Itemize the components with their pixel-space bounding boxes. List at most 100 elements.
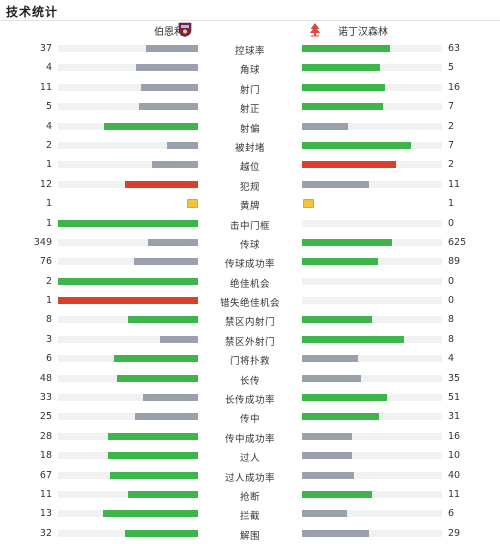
stat-row: 37 控球率 63 — [0, 40, 500, 59]
away-bar-track — [302, 374, 442, 382]
home-bar — [114, 355, 198, 363]
away-bar — [302, 45, 391, 52]
home-value: 1 — [45, 295, 52, 307]
home-value: 4 — [45, 62, 52, 74]
stat-label: 传中 — [239, 414, 260, 426]
home-bar — [136, 64, 198, 72]
home-bar — [58, 277, 198, 285]
home-team-name[interactable]: 伯恩利 — [154, 27, 184, 38]
stat-label: 解围 — [239, 530, 260, 542]
away-bar-track — [302, 238, 442, 246]
home-bar-track — [58, 335, 198, 343]
home-bar-track — [58, 122, 198, 130]
away-value: 1 — [448, 198, 455, 210]
stat-label: 击中门框 — [229, 220, 270, 232]
home-bar — [160, 335, 198, 343]
stat-row: 1 黄牌 1 — [0, 195, 500, 214]
stat-label: 长传成功率 — [224, 395, 275, 407]
home-bar — [58, 297, 198, 305]
home-bar — [139, 103, 198, 111]
stat-row: 11 射门 16 — [0, 79, 500, 98]
away-bar-track — [302, 432, 442, 440]
away-team-name[interactable]: 诺丁汉森林 — [338, 27, 388, 38]
home-value: 3 — [45, 333, 52, 345]
home-bar — [147, 238, 198, 246]
home-value: 6 — [45, 353, 52, 365]
stat-row: 76 传球成功率 89 — [0, 253, 500, 272]
home-bar-track — [58, 180, 198, 188]
stat-row: 8 禁区内射门 8 — [0, 311, 500, 330]
away-bar — [302, 529, 370, 537]
home-value: 25 — [39, 411, 52, 423]
stat-label: 拦截 — [239, 511, 260, 523]
forest-tree-icon[interactable] — [308, 22, 322, 37]
stat-label: 被封堵 — [234, 142, 265, 154]
stat-row: 67 过人成功率 40 — [0, 467, 500, 486]
stat-row: 2 绝佳机会 0 — [0, 273, 500, 292]
away-bar — [302, 238, 392, 246]
home-bar-track — [58, 258, 198, 266]
stat-label: 射门 — [239, 84, 260, 96]
away-bar — [302, 335, 405, 343]
stat-row: 28 传中成功率 16 — [0, 428, 500, 447]
away-value: 89 — [448, 256, 461, 268]
away-bar-track — [302, 452, 442, 460]
stat-label: 角球 — [239, 65, 260, 77]
stat-label: 长传 — [239, 375, 260, 387]
away-value: 51 — [448, 392, 461, 404]
stat-row: 1 击中门框 0 — [0, 215, 500, 234]
away-bar — [302, 394, 388, 402]
stat-row: 13 拦截 6 — [0, 505, 500, 524]
stat-label: 越位 — [239, 162, 260, 174]
away-bar — [302, 64, 381, 72]
away-bar-track — [302, 45, 442, 52]
away-bar-track — [302, 510, 442, 518]
home-bar — [102, 510, 198, 518]
burnley-crest-icon[interactable] — [178, 22, 192, 37]
away-bar-track — [302, 161, 442, 169]
away-bar — [302, 258, 378, 266]
title-divider — [0, 20, 500, 21]
stat-label: 过人 — [239, 453, 260, 465]
stat-row: 2 被封堵 7 — [0, 137, 500, 156]
home-value: 5 — [45, 101, 52, 113]
away-bar-track — [302, 471, 442, 479]
home-value: 1 — [45, 198, 52, 210]
home-bar-track — [58, 432, 198, 440]
away-value: 31 — [448, 411, 461, 423]
stat-label: 错失绝佳机会 — [219, 298, 280, 310]
away-bar — [302, 490, 372, 498]
home-bar-track — [58, 316, 198, 324]
home-bar-track — [58, 83, 198, 91]
home-value: 11 — [39, 488, 52, 500]
away-bar — [302, 103, 384, 111]
away-bar-track — [302, 83, 442, 91]
away-value: 11 — [448, 178, 461, 190]
away-bar — [302, 83, 385, 91]
away-bar-track — [302, 529, 442, 537]
stat-label: 射偏 — [239, 123, 260, 135]
away-bar — [302, 471, 354, 479]
away-value: 7 — [448, 101, 455, 113]
stat-label: 禁区外射门 — [224, 336, 275, 348]
away-bar — [302, 122, 349, 130]
home-bar — [58, 219, 198, 227]
home-bar-track — [58, 374, 198, 382]
away-value: 0 — [448, 217, 455, 229]
stat-row: 5 射正 7 — [0, 98, 500, 117]
away-bar — [302, 432, 353, 440]
away-bar-track — [302, 64, 442, 72]
stat-label: 抢断 — [239, 491, 260, 503]
away-bar-track — [302, 297, 442, 305]
home-value: 8 — [45, 314, 52, 326]
away-value: 11 — [448, 488, 461, 500]
stat-row: 33 长传成功率 51 — [0, 389, 500, 408]
home-bar-track — [58, 510, 198, 518]
away-bar-track — [302, 413, 442, 421]
stat-label: 过人成功率 — [224, 472, 275, 484]
home-bar-track — [58, 529, 198, 537]
home-value: 1 — [45, 159, 52, 171]
home-bar — [167, 141, 198, 149]
home-bar — [116, 374, 198, 382]
home-bar — [108, 452, 198, 460]
